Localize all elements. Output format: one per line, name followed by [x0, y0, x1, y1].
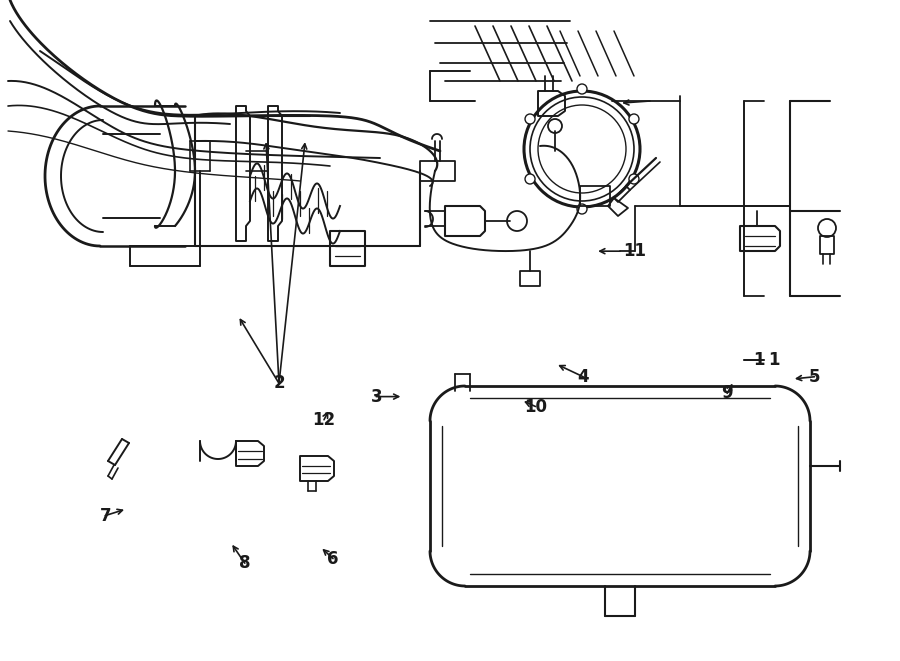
Circle shape	[525, 174, 535, 184]
Text: 3: 3	[371, 387, 382, 406]
Text: 5: 5	[809, 368, 820, 386]
Text: 1: 1	[753, 351, 764, 369]
Circle shape	[548, 119, 562, 133]
Text: 1: 1	[768, 351, 779, 369]
Circle shape	[577, 204, 587, 214]
Circle shape	[629, 114, 639, 124]
Text: 8: 8	[239, 554, 250, 572]
Text: 12: 12	[312, 410, 336, 429]
Circle shape	[525, 114, 535, 124]
Circle shape	[629, 174, 639, 184]
Text: 7: 7	[100, 506, 111, 525]
Circle shape	[577, 84, 587, 94]
Text: 9: 9	[722, 384, 733, 403]
Text: 4: 4	[578, 368, 589, 386]
Text: 10: 10	[524, 397, 547, 416]
Text: 2: 2	[274, 374, 284, 393]
Text: 6: 6	[328, 549, 338, 568]
Text: 11: 11	[623, 242, 646, 260]
